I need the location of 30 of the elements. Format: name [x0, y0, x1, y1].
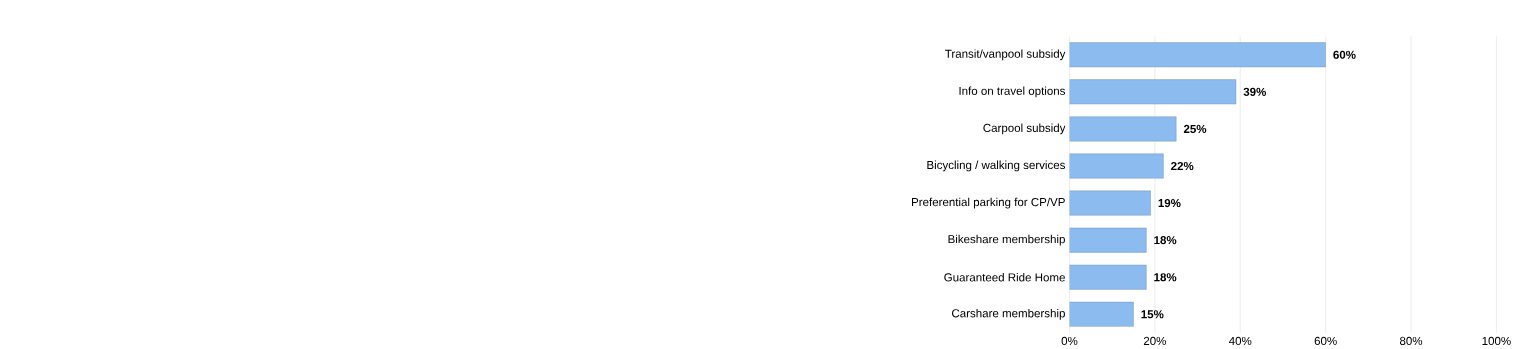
- x-tick-label: 100%: [1482, 336, 1511, 346]
- y-tick-label: Bikeshare membership: [948, 234, 1065, 246]
- y-tick-label: Guaranteed Ride Home: [944, 273, 1065, 282]
- x-tick-label: 80%: [1399, 336, 1423, 346]
- y-tick-label: Carpool subsidy: [983, 123, 1066, 135]
- data-label: 15%: [1141, 310, 1164, 319]
- bar: [1069, 79, 1237, 105]
- data-label: 25%: [1183, 124, 1207, 134]
- data-label: 39%: [1243, 87, 1267, 97]
- bar: [1069, 116, 1177, 142]
- x-tick-label: 40%: [1228, 336, 1252, 346]
- bar: [1069, 190, 1151, 216]
- data-label: 60%: [1333, 50, 1356, 59]
- data-label: 18%: [1154, 236, 1177, 245]
- bar: [1069, 227, 1147, 253]
- bar: [1069, 153, 1164, 179]
- x-tick-label: 20%: [1143, 336, 1166, 346]
- x-tick-label: 60%: [1314, 336, 1337, 346]
- bar: [1069, 42, 1326, 68]
- y-tick-label: Bicycling / walking services: [927, 160, 1066, 172]
- y-tick-label: Transit/vanpool subsidy: [945, 49, 1066, 61]
- y-tick-label: Preferential parking for CP/VP: [912, 197, 1065, 209]
- y-tick-label: Carshare membership: [952, 308, 1065, 320]
- x-tick-label: 0%: [1061, 336, 1078, 346]
- data-label: 19%: [1158, 199, 1181, 208]
- bar: [1069, 264, 1147, 290]
- data-label: 22%: [1171, 162, 1194, 171]
- bar: [1069, 301, 1134, 327]
- data-label: 18%: [1154, 273, 1177, 282]
- y-tick-label: Info on travel options: [959, 86, 1066, 98]
